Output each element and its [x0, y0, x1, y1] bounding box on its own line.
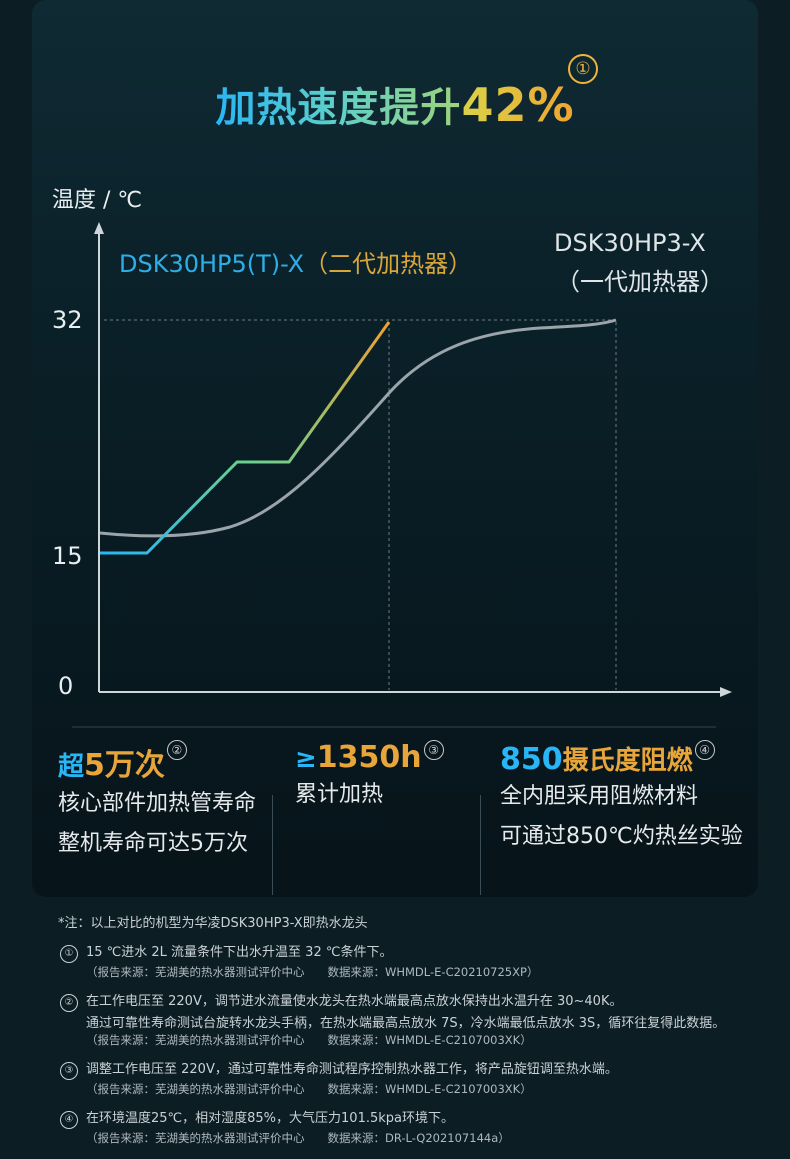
stat-hours-line1: 累计加热 [295, 782, 384, 807]
footnote-3-source: （报告来源：芜湖美的热水器测试评价中心 数据来源：WHMDL-E-C210700… [86, 1082, 532, 1096]
footnote-4: ④ 在环境温度25℃，相对湿度85%，大气压力101.5kpa环境下。 （报告来源… [58, 1107, 778, 1148]
footnote-2-line2: 通过可靠性寿命测试台旋转水龙头手柄，在热水端最高点放水 7S，冷水端最低点放水 … [86, 1016, 726, 1031]
footnote-4-source: （报告来源：芜湖美的热水器测试评价中心 数据来源：DR-L-Q202107144… [86, 1131, 510, 1145]
headline-percent: 42% [461, 78, 575, 132]
stat-hours-mark: ③ [423, 740, 444, 760]
stat-lifespan-mark: ② [166, 740, 187, 760]
stat-separator-1 [272, 795, 273, 895]
stat-lifespan-line1: 核心部件加热管寿命 [58, 791, 257, 816]
stat-flame-line1: 全内胆采用阻燃材料 [500, 784, 699, 809]
footnotes: *注：以上对比的机型为华凌DSK30HP3-X即热水龙头 ① 15 ℃进水 2L … [58, 912, 778, 1156]
headline-text: 加热速度提升 [215, 85, 462, 131]
y-tick-0: 0 [58, 672, 73, 700]
footnote-1-line1: 15 ℃进水 2L 流量条件下出水升温至 32 ℃条件下。 [86, 945, 393, 960]
y-axis-arrow-icon [94, 222, 104, 234]
stat-separator-2 [480, 795, 481, 895]
headline: 加热速度提升42% [0, 75, 790, 133]
stat-lifespan: 超5万次 ② 核心部件加热管寿命 整机寿命可达5万次 [58, 740, 256, 864]
stat-lifespan-pre: 超 [58, 752, 85, 782]
footnote-1-num: ① [60, 945, 78, 963]
footnote-3-num: ③ [60, 1062, 78, 1080]
footnote-3: ③ 调整工作电压至 220V，通过可靠性寿命测试程序控制热水器工作，将产品旋钮调至… [58, 1058, 778, 1099]
legend-gen1-model: DSK30HP3-X [554, 229, 706, 257]
stat-flame: 850摄氏度阻燃 ④ 全内胆采用阻燃材料 可通过850℃灼热丝实验 [500, 740, 743, 857]
footnote-2-source: （报告来源：芜湖美的热水器测试评价中心 数据来源：WHMDL-E-C210700… [86, 1033, 532, 1047]
stat-lifespan-value: 5万次 [84, 748, 165, 783]
stat-hours-pre: ≥ [295, 744, 317, 774]
headline-footnote-mark: ① [568, 54, 598, 84]
legend-gen2-model: DSK30HP5(T)-X [119, 250, 304, 278]
temperature-chart: 温度 / ℃ 32 15 0 DSK30HP5(T)-X（二代加热器） DSK3… [52, 188, 732, 728]
legend-gen2: DSK30HP5(T)-X（二代加热器） [119, 250, 472, 278]
footnote-3-line1: 调整工作电压至 220V，通过可靠性寿命测试程序控制热水器工作，将产品旋钮调至热… [86, 1062, 618, 1077]
legend-gen2-desc: （二代加热器） [304, 250, 472, 278]
stat-flame-post: 摄氏度阻燃 [562, 746, 693, 776]
series-gen1-line [99, 318, 617, 538]
stat-flame-line2: 可通过850℃灼热丝实验 [500, 824, 743, 849]
footnote-2-num: ② [60, 994, 78, 1012]
stats-row: 超5万次 ② 核心部件加热管寿命 整机寿命可达5万次 ≥1350h ③ 累计加热 8… [0, 740, 790, 895]
footnote-2-line1: 在工作电压至 220V，调节进水流量使水龙头在热水端最高点放水保持出水温升在 3… [86, 994, 623, 1009]
y-tick-15: 15 [52, 542, 83, 570]
footnote-2: ② 在工作电压至 220V，调节进水流量使水龙头在热水端最高点放水保持出水温升在 … [58, 990, 778, 1050]
stat-flame-value: 850 [500, 742, 563, 777]
footnote-4-line1: 在环境温度25℃，相对湿度85%，大气压力101.5kpa环境下。 [86, 1111, 454, 1126]
y-axis-label: 温度 / ℃ [52, 188, 142, 213]
legend-gen1-desc: （一代加热器） [556, 268, 724, 296]
x-axis-arrow-icon [720, 687, 732, 697]
stat-flame-mark: ④ [694, 740, 715, 760]
footnote-1: ① 15 ℃进水 2L 流量条件下出水升温至 32 ℃条件下。 （报告来源：芜湖美… [58, 941, 778, 982]
footnote-header: *注：以上对比的机型为华凌DSK30HP3-X即热水龙头 [58, 916, 368, 931]
stat-hours: ≥1350h ③ 累计加热 [295, 740, 444, 815]
footnote-1-source: （报告来源：芜湖美的热水器测试评价中心 数据来源：WHMDL-E-C202107… [86, 965, 539, 979]
main-panel [32, 0, 758, 897]
stat-lifespan-line2: 整机寿命可达5万次 [58, 831, 248, 856]
y-tick-32: 32 [52, 306, 83, 334]
stat-hours-value: 1350h [316, 740, 422, 775]
series-gen2-line [100, 321, 391, 555]
footnote-4-num: ④ [60, 1111, 78, 1129]
